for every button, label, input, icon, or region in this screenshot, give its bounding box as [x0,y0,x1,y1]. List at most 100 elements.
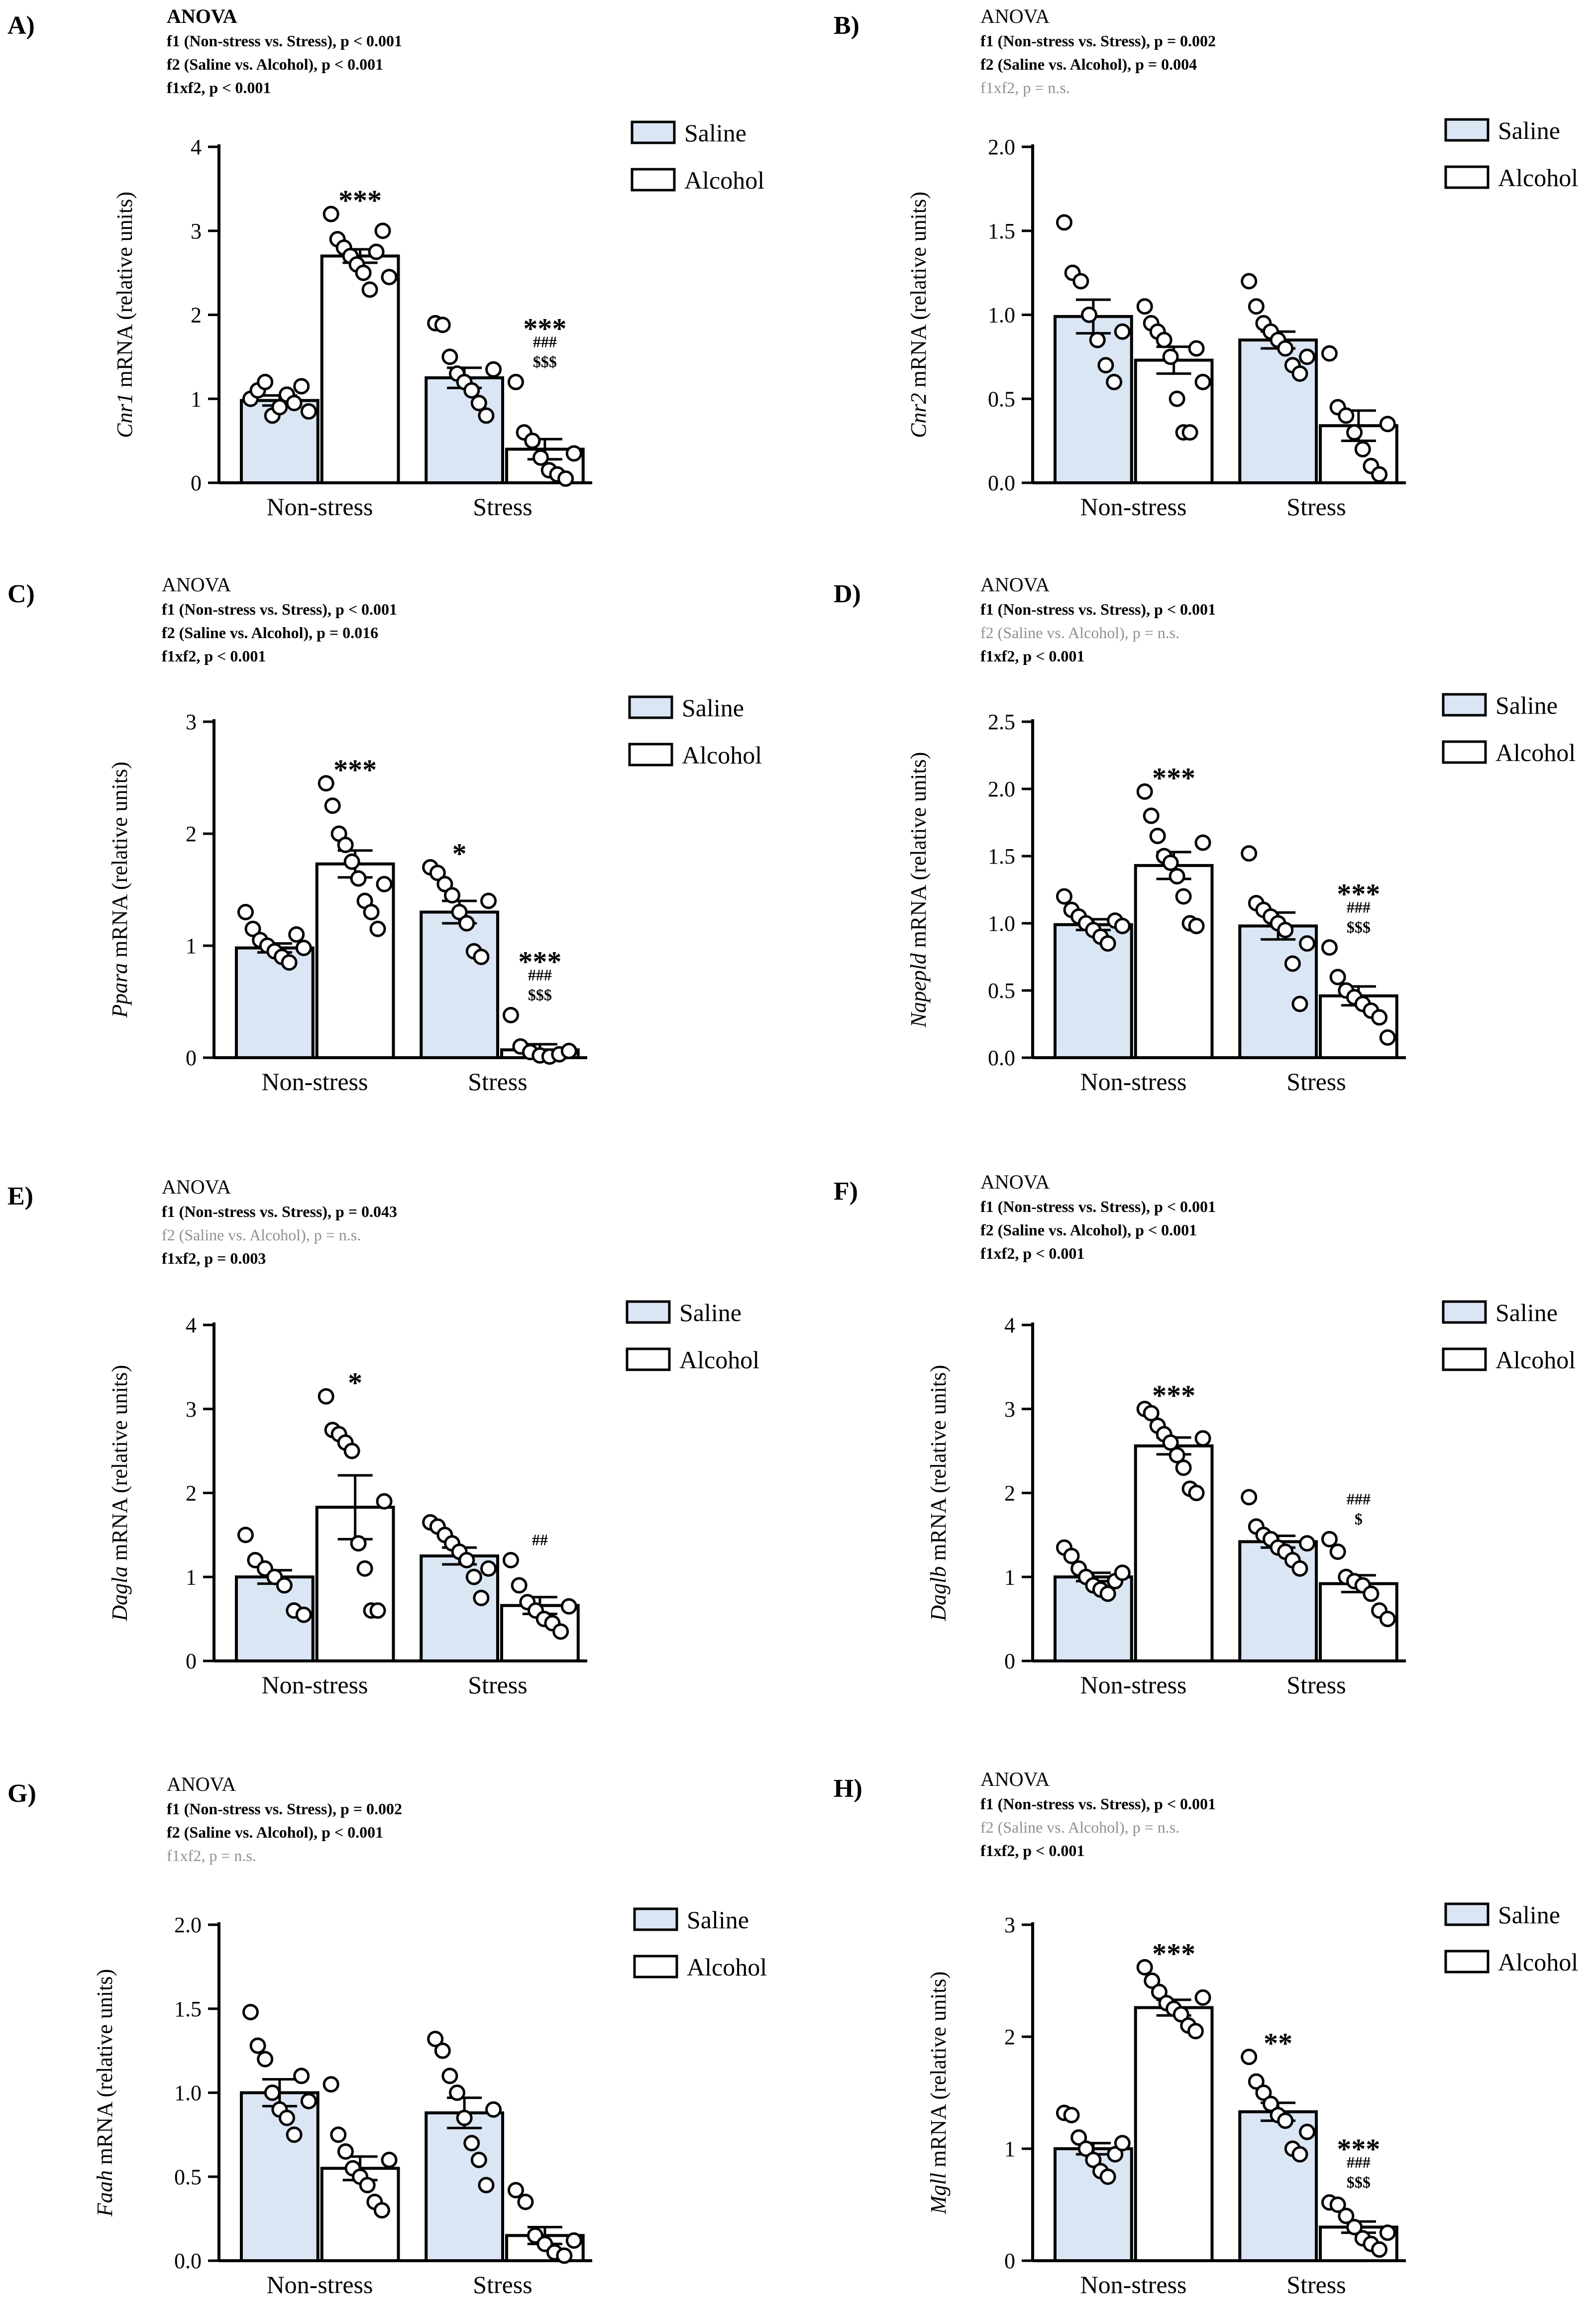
data-point [1291,2146,1308,2163]
data-point [556,2247,573,2264]
data-point [376,876,393,892]
y-tick-label: 3 [186,1397,197,1422]
data-point [478,2177,495,2194]
data-point [502,1007,519,1023]
data-point [1241,1489,1258,1506]
data-point [337,2143,354,2160]
significance-mark: *** [1152,762,1195,794]
data-point [1321,1531,1338,1547]
bar-saline [420,910,499,1059]
panel-label: D) [834,580,861,608]
data-point [1241,2049,1258,2065]
bar-saline [1054,923,1133,1059]
data-point [565,445,582,462]
data-point [237,1527,254,1543]
data-point [470,395,487,412]
y-axis-label: Mgll mRNA (relative units) [926,1972,951,2215]
y-axis-label: Ppara mRNA (relative units) [107,762,132,1018]
panel-label: H) [834,1774,862,1803]
data-point [1156,331,1172,348]
significance-mark: *** [1337,878,1380,910]
bar-saline [235,946,315,1059]
y-tick-label: 1.5 [988,844,1015,869]
data-point [295,940,312,956]
data-point [1263,2095,1279,2112]
data-point [257,374,274,390]
data-point [1077,2140,1094,2157]
bar-alcohol [1134,864,1214,1060]
data-point [1099,2168,1116,2185]
anova-title: ANOVA [162,1176,231,1198]
data-point [376,1493,393,1510]
legend-label: Saline [682,694,744,722]
data-point [458,915,475,932]
anova-line: f1 (Non-stress vs. Stress), p < 0.001 [980,600,1216,618]
anova-title: ANOVA [980,5,1050,27]
legend-swatch-alcohol [1444,165,1490,189]
data-point [427,2031,444,2047]
significance-mark: $$$ [528,986,552,1004]
legend-swatch-saline [626,1300,671,1324]
y-tick-label: 0.0 [988,1046,1015,1070]
data-point [1379,2224,1396,2241]
anova-line: f1 (Non-stress vs. Stress), p < 0.001 [167,32,402,50]
y-tick-label: 2.0 [988,777,1015,801]
data-point [463,382,480,399]
y-tick-label: 0.5 [988,387,1015,411]
data-point [451,904,468,920]
data-point [1194,834,1211,851]
data-point [1371,1009,1388,1026]
y-tick-label: 3 [1004,1913,1015,1937]
y-axis-gene: Dagla [107,1566,132,1622]
data-point [1346,424,1363,441]
data-point [300,403,317,420]
data-point [1072,273,1089,290]
data-point [441,348,458,365]
anova-line: f2 (Saline vs. Alcohol), p < 0.001 [980,1221,1197,1239]
data-point [1248,2073,1265,2090]
legend-label: Saline [1498,116,1560,144]
anova-title: ANOVA [980,1768,1050,1790]
anova-title: ANOVA [980,1171,1050,1193]
legend-label: Alcohol [687,1953,767,1981]
data-point [532,449,549,466]
data-point [1255,2085,1272,2101]
x-tick-label: Non-stress [262,1068,368,1096]
data-point [1299,1535,1316,1552]
y-tick-label: 0.0 [174,2249,202,2273]
y-axis-unit: mRNA (relative units) [107,1365,132,1566]
x-tick-label: Non-stress [267,493,373,521]
data-point [368,243,385,260]
data-point [1291,1560,1308,1577]
data-point [485,361,502,378]
data-point [1329,969,1346,986]
legend-swatch-alcohol [631,168,676,192]
y-axis-gene: Mgll [926,2173,951,2214]
data-point [1136,783,1153,800]
y-axis-gene: Napepld [906,953,931,1028]
panel-e: E) ANOVA f1 (Non-stress vs. Stress), p = 0… [7,1176,759,1699]
significance-mark: ### [1347,2153,1371,2171]
data-point [374,222,391,239]
bar-saline [1238,924,1318,1060]
x-tick-label: Stress [1286,1068,1346,1096]
bar-alcohol [1319,994,1398,1060]
panel-label: G) [7,1779,36,1808]
y-axis-gene: Cnr2 [906,393,931,438]
significance-mark: * [452,838,467,870]
data-point [330,2126,347,2143]
data-point [237,904,254,920]
data-point [373,2202,390,2219]
data-point [1162,348,1179,365]
x-tick-label: Non-stress [262,1671,368,1699]
data-point [286,2126,303,2143]
anova-title: ANOVA [167,5,237,27]
data-point [244,920,261,937]
anova-line: f2 (Saline vs. Alcohol), p < 0.001 [167,1823,383,1841]
data-point [249,2037,266,2054]
y-axis-gene: Cnr1 [112,393,137,438]
data-point [560,1598,577,1615]
y-axis-label: Cnr2 mRNA (relative units) [906,192,931,438]
y-tick-label: 1.5 [988,219,1015,243]
y-tick-label: 1.0 [174,2081,202,2105]
